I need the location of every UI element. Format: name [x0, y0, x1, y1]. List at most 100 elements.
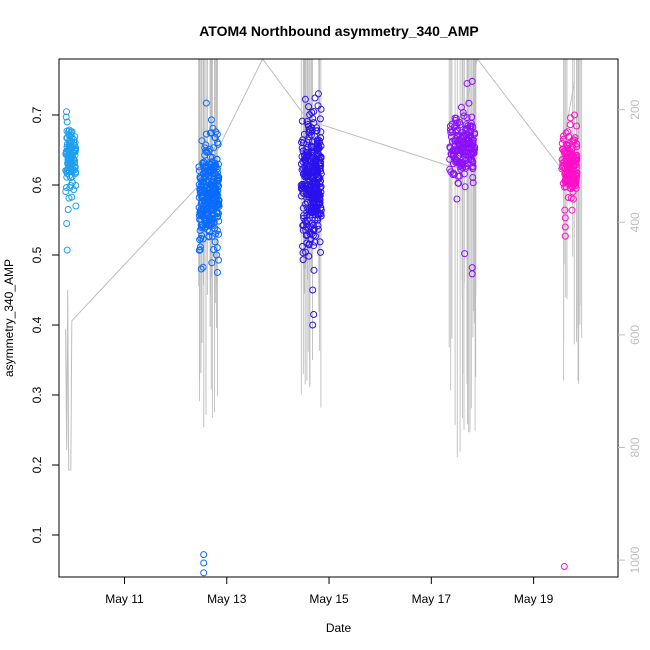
data-point — [201, 144, 209, 152]
data-point — [461, 148, 469, 156]
data-point-outlier — [213, 251, 220, 259]
data-point-outlier — [200, 569, 208, 577]
right-tick-label: 1000 — [628, 546, 642, 573]
data-point — [72, 182, 80, 189]
series-1 — [62, 108, 80, 254]
data-point — [206, 217, 213, 225]
depth-profile-spikes-1 — [198, 59, 218, 428]
data-point-outlier — [197, 265, 205, 273]
data-point — [316, 238, 324, 246]
data-point — [469, 174, 477, 181]
data-point — [305, 252, 313, 260]
data-point-outlier — [207, 116, 215, 124]
data-point — [210, 211, 218, 219]
data-point — [307, 182, 315, 190]
data-point — [300, 214, 308, 222]
right-tick-label: 800 — [628, 437, 642, 457]
y-tick-label: 0.3 — [30, 386, 44, 403]
data-point — [196, 246, 204, 254]
data-point — [299, 165, 307, 172]
data-point — [300, 212, 307, 220]
data-point — [558, 165, 566, 173]
data-point — [561, 206, 569, 214]
data-point — [316, 198, 324, 206]
data-point — [314, 225, 322, 233]
right-tick-label: 600 — [628, 325, 642, 345]
data-point — [65, 194, 73, 202]
data-point — [202, 147, 210, 155]
depth-line-layer — [65, 57, 583, 471]
data-point-outlier — [561, 232, 569, 240]
data-point-outlier — [309, 321, 317, 329]
data-point — [68, 128, 76, 136]
plot-frame — [58, 58, 619, 578]
y-tick-label: 0.6 — [30, 176, 44, 193]
series-4 — [446, 77, 479, 278]
data-point — [196, 173, 204, 181]
data-point — [196, 236, 204, 244]
right-tick-label: 200 — [628, 99, 642, 119]
data-point — [564, 128, 572, 136]
data-point — [572, 176, 580, 184]
data-point — [203, 211, 211, 219]
data-point — [197, 224, 205, 232]
data-point — [299, 242, 306, 250]
data-point — [448, 151, 455, 159]
data-point-outlier — [453, 195, 461, 203]
data-point — [210, 246, 217, 253]
data-point — [203, 178, 211, 186]
data-point — [560, 132, 567, 140]
data-point — [301, 95, 309, 103]
data-point — [303, 231, 311, 239]
data-point — [300, 155, 308, 163]
data-point — [451, 155, 459, 163]
data-point — [211, 159, 219, 167]
data-point-outlier — [468, 270, 476, 278]
data-point — [303, 216, 311, 224]
data-point — [214, 174, 222, 182]
data-point — [467, 134, 475, 142]
series-2 — [195, 99, 223, 577]
data-point — [210, 219, 218, 227]
x-tick-label: May 15 — [309, 592, 349, 606]
y-tick-label: 0.7 — [30, 106, 44, 123]
y-tick-label: 0.2 — [30, 456, 44, 473]
data-point-outlier — [561, 214, 569, 222]
data-point — [310, 227, 318, 234]
data-point — [469, 123, 477, 131]
data-point — [311, 162, 319, 170]
data-point — [568, 166, 576, 174]
data-point-outlier — [571, 111, 578, 119]
data-point — [67, 182, 75, 189]
data-point — [309, 115, 317, 122]
data-point — [215, 196, 223, 204]
data-point — [567, 157, 575, 165]
data-point — [462, 164, 470, 172]
data-point-outlier — [63, 246, 71, 254]
data-point-outlier — [310, 311, 318, 318]
data-point — [317, 183, 325, 191]
data-point — [210, 170, 218, 177]
data-point — [308, 167, 316, 175]
data-point — [303, 223, 310, 231]
data-point — [566, 184, 574, 192]
data-point — [70, 136, 78, 144]
data-point — [305, 176, 313, 184]
data-point — [312, 180, 319, 188]
data-point — [559, 135, 567, 143]
data-point — [454, 179, 462, 187]
data-point-outlier — [309, 286, 317, 294]
data-point — [215, 160, 222, 168]
data-point — [313, 205, 321, 213]
data-point — [302, 159, 310, 167]
data-point — [208, 204, 216, 212]
series-5 — [558, 111, 581, 570]
data-point — [314, 222, 322, 230]
data-point — [62, 188, 70, 195]
points-layer — [62, 77, 581, 577]
data-point — [316, 174, 324, 182]
data-point — [200, 178, 208, 186]
data-point — [311, 216, 319, 224]
data-point — [569, 175, 577, 183]
depth-profile-spikes-4 — [563, 59, 583, 384]
